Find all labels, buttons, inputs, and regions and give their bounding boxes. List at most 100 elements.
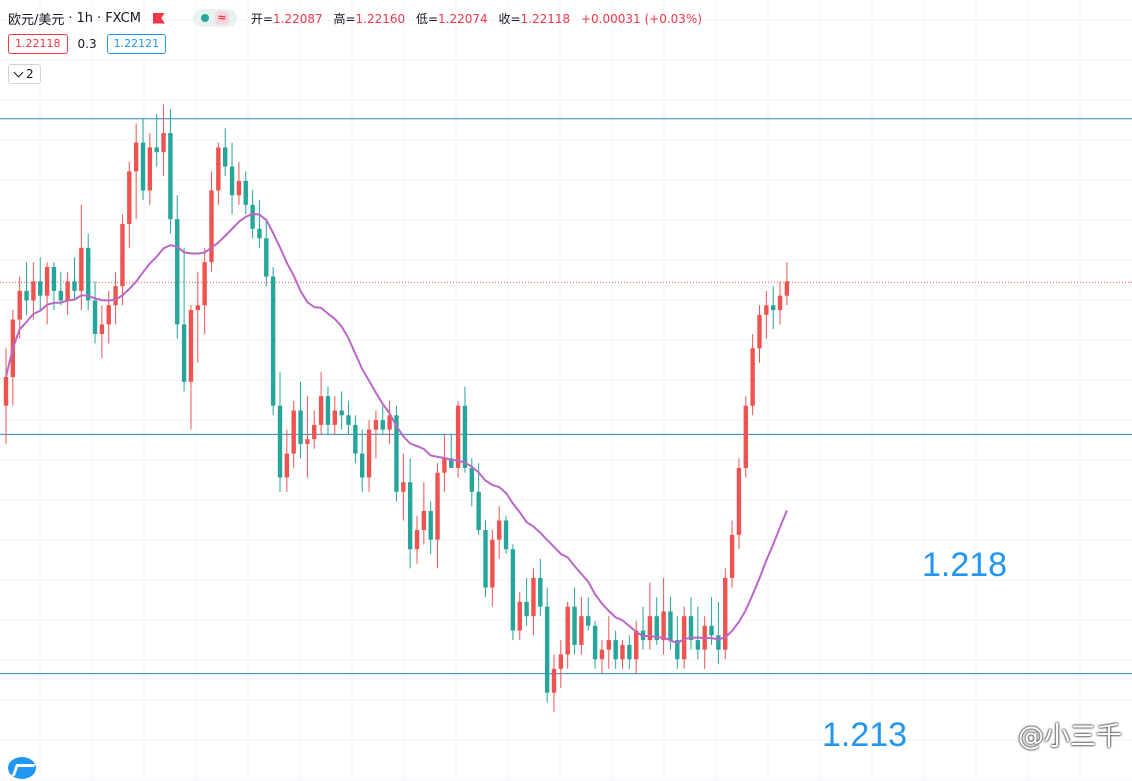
- candle: [332, 396, 337, 435]
- horizontal-lines[interactable]: [0, 118, 1132, 675]
- candle-body-up: [517, 601, 522, 631]
- candle-body-up: [723, 577, 728, 650]
- candle: [243, 171, 248, 215]
- candle-body-up: [31, 281, 36, 301]
- source-label: FXCM: [105, 10, 141, 26]
- candle-body-up: [366, 429, 372, 478]
- candle: [339, 391, 344, 430]
- candle-body-down: [360, 453, 365, 478]
- candle-body-up: [188, 310, 194, 382]
- candle: [65, 271, 70, 315]
- candle: [709, 597, 714, 645]
- candle-body-down: [72, 281, 77, 291]
- candle: [490, 530, 495, 607]
- indicators-toggle-button[interactable]: 2: [8, 64, 41, 84]
- candle: [757, 305, 762, 363]
- sell-button[interactable]: 1.22118: [8, 34, 68, 54]
- candle-body-up: [565, 606, 570, 655]
- candle-body-down: [613, 640, 618, 660]
- candle: [544, 587, 550, 703]
- candle-body-up: [305, 439, 310, 444]
- candle-body-down: [586, 616, 591, 626]
- candle-body-up: [373, 420, 379, 430]
- candle: [661, 577, 666, 655]
- candle: [120, 214, 125, 306]
- candle-body-down: [654, 616, 659, 641]
- level-label-lower: 1.213: [822, 716, 908, 754]
- candle: [777, 281, 783, 325]
- wave-icon: ≈: [214, 11, 229, 25]
- candle: [44, 262, 50, 325]
- candle: [483, 520, 488, 598]
- candle-body-up: [777, 295, 783, 311]
- candle: [435, 463, 440, 569]
- candle: [168, 109, 173, 234]
- market-status-pill[interactable]: ≈: [192, 9, 237, 27]
- candle: [270, 266, 276, 416]
- candle-body-down: [544, 606, 550, 693]
- tradingview-logo-icon[interactable]: [8, 757, 36, 779]
- candle: [72, 257, 77, 301]
- candle: [195, 271, 200, 363]
- symbol-name[interactable]: 欧元/美元: [8, 12, 65, 28]
- candle: [318, 372, 324, 435]
- open-value: 1.22087: [272, 11, 323, 26]
- candle: [442, 434, 447, 492]
- candle: [613, 630, 618, 669]
- candle-body-down: [24, 290, 29, 301]
- candle: [291, 400, 296, 468]
- candle: [58, 271, 63, 306]
- candle: [140, 118, 146, 201]
- candle: [387, 400, 392, 444]
- candle: [380, 405, 385, 435]
- candle: [510, 544, 516, 641]
- candle-body-down: [716, 635, 721, 650]
- candle: [24, 262, 29, 315]
- candle-body-down: [175, 219, 180, 325]
- candle-body-down: [298, 410, 303, 444]
- candle-body-down: [668, 611, 673, 641]
- candle: [188, 305, 194, 430]
- candle-body-up: [579, 616, 584, 645]
- buy-button[interactable]: 1.22121: [106, 34, 167, 54]
- candle-body-up: [44, 266, 50, 296]
- candle: [750, 333, 755, 416]
- candle-body-up: [401, 482, 406, 492]
- interval-label[interactable]: 1h: [76, 10, 94, 26]
- candle: [202, 247, 207, 334]
- candle: [147, 133, 153, 205]
- candle: [346, 400, 351, 435]
- candle-body-up: [284, 453, 290, 478]
- candle: [264, 219, 269, 287]
- candle: [360, 429, 365, 492]
- candle: [455, 400, 461, 478]
- candle: [161, 104, 166, 177]
- flag-icon[interactable]: [152, 12, 165, 24]
- candle-body-down: [407, 482, 413, 550]
- candle: [716, 601, 721, 665]
- candle-body-up: [161, 133, 166, 153]
- candle: [620, 640, 625, 669]
- high-label: 高=: [333, 11, 356, 26]
- candle: [681, 606, 687, 669]
- candle-body-up: [531, 577, 536, 617]
- candle: [99, 305, 105, 358]
- candle-body-up: [133, 142, 139, 172]
- candle-body-up: [661, 611, 666, 641]
- candle-body-down: [181, 324, 187, 382]
- candle: [702, 616, 707, 669]
- candle: [462, 386, 468, 473]
- candle: [181, 247, 187, 392]
- chevron-down-icon: [13, 67, 24, 77]
- candle-body-up: [551, 668, 557, 693]
- candle-body-down: [538, 577, 543, 607]
- candle: [764, 290, 769, 339]
- candle: [133, 123, 139, 220]
- legend-header: 欧元/美元 · 1h · FXCM ≈ 开=1.22087 高=1.22160 …: [8, 6, 709, 30]
- candle-body-down: [771, 305, 776, 311]
- candle-body-up: [455, 405, 461, 468]
- candle: [284, 429, 290, 492]
- candle: [79, 204, 84, 311]
- candle-body-down: [483, 530, 488, 588]
